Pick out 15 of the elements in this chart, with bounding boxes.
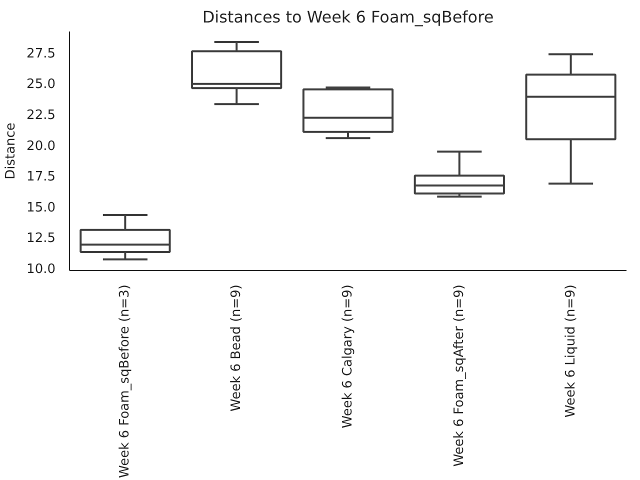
y-tick-label: 25.0 bbox=[26, 77, 56, 92]
y-tick-label: 10.0 bbox=[26, 262, 56, 278]
y-tick-label: 27.5 bbox=[26, 46, 56, 62]
x-tick-label: Week 6 Bead (n=9) bbox=[229, 284, 244, 412]
y-tick-label: 22.5 bbox=[26, 108, 56, 124]
chart-title: Distances to Week 6 Foam_sqBefore bbox=[202, 8, 494, 26]
x-tick-label: Week 6 Liquid (n=9) bbox=[563, 284, 578, 418]
x-tick-label: Week 6 Foam_sqAfter (n=9) bbox=[452, 284, 467, 467]
y-tick-label: 15.0 bbox=[26, 200, 56, 216]
x-tick-label: Week 6 Calgary (n=9) bbox=[340, 284, 356, 428]
y-tick-label: 17.5 bbox=[26, 170, 56, 185]
y-tick-label: 12.5 bbox=[26, 231, 56, 246]
x-tick-label: Week 6 Foam_sqBefore (n=3) bbox=[118, 284, 133, 478]
y-tick-label: 20.0 bbox=[26, 138, 56, 154]
y-axis-title: Distance bbox=[4, 122, 19, 180]
